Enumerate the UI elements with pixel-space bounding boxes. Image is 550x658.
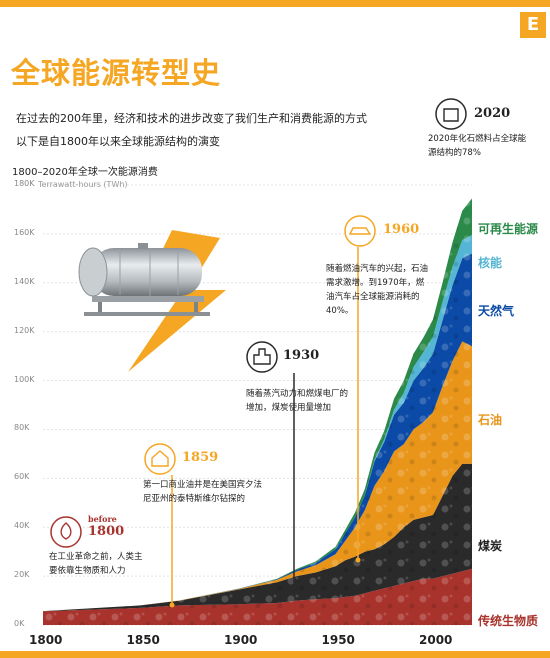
y-tick-label: 180K bbox=[14, 179, 35, 188]
oil-well-icon bbox=[151, 450, 169, 467]
annotation-1800-line: 要依靠生物质和人力 bbox=[49, 566, 126, 576]
tank-leg bbox=[194, 302, 198, 316]
leader-dot bbox=[355, 557, 361, 563]
series-label: 煤炭 bbox=[478, 539, 503, 553]
top-accent-bar bbox=[0, 0, 550, 7]
x-tick-label: 1800 bbox=[29, 633, 63, 647]
barrels-icon bbox=[443, 108, 459, 122]
chart-title: 1800–2020年全球一次能源消费 bbox=[12, 167, 158, 178]
series-label: 可再生能源 bbox=[478, 222, 539, 236]
intro-line-1: 在过去的200年里，经济和技术的进步改变了我们生产和消费能源的方式 bbox=[16, 112, 367, 125]
area-texture bbox=[43, 463, 472, 612]
annotation-icon-1 bbox=[144, 443, 176, 475]
y-tick-label: 80K bbox=[14, 423, 30, 433]
annotation-1930-line: 增加，煤炭使用量增加 bbox=[246, 403, 332, 413]
annotation-2020-year: 2020 bbox=[474, 106, 511, 121]
annotation-1800-year: 1800 bbox=[88, 524, 125, 539]
annotation-1930-text: 随着蒸汽动力和燃煤电厂的 增加，煤炭使用量增加 bbox=[246, 387, 348, 415]
annotation-icon-0 bbox=[50, 516, 82, 548]
intro-line-2: 以下是自1800年以来全球能源结构的演变 bbox=[16, 135, 220, 148]
x-tick-label: 1900 bbox=[224, 633, 258, 647]
series-label: 传统生物质 bbox=[478, 614, 539, 628]
annotation-1960-line: 40%。 bbox=[326, 306, 354, 316]
x-tick-label: 1950 bbox=[321, 633, 355, 647]
annotation-1800-prefix: before bbox=[88, 514, 117, 524]
tank-skid bbox=[84, 312, 210, 316]
tank-endcap bbox=[78, 247, 108, 297]
leader-dot bbox=[169, 602, 175, 608]
annotation-icon-2 bbox=[246, 341, 278, 373]
x-tick-label: 1850 bbox=[126, 633, 160, 647]
series-label: 石油 bbox=[478, 413, 503, 427]
annotation-1859-line: 第一口商业油井是在美国宾夕法 bbox=[143, 480, 263, 490]
x-tick-label: 2000 bbox=[419, 633, 453, 647]
annotation-1960-year: 1960 bbox=[383, 222, 420, 237]
area-series bbox=[43, 198, 472, 625]
series-label: 天然气 bbox=[478, 304, 515, 318]
annotation-leaders bbox=[169, 247, 361, 608]
series-label: 核能 bbox=[478, 256, 503, 270]
y-tick-label: 0K bbox=[14, 619, 25, 628]
annotation-icons bbox=[50, 98, 467, 548]
annotation-1960-text: 随着燃油汽车的兴起，石油 需求激增。到1970年，燃 油汽车占全球能源消耗的 4… bbox=[326, 262, 428, 318]
annotation-1960-line: 随着燃油汽车的兴起，石油 bbox=[326, 264, 429, 274]
y-tick-label: 160K bbox=[14, 227, 35, 237]
annotation-2020-line: 源结构的78% bbox=[428, 148, 481, 158]
annotation-1800-line: 在工业革命之前，人类主 bbox=[49, 552, 143, 562]
fire-icon bbox=[60, 522, 72, 540]
y-tick-label: 40K bbox=[14, 521, 30, 531]
y-axis-unit: Terrawatt-hours (TWh) bbox=[38, 180, 128, 189]
tank-valve bbox=[138, 243, 148, 249]
annotation-2020-text: 2020年化石燃料占全球能 源结构的78% bbox=[428, 132, 526, 160]
annotation-1800-text: 在工业革命之前，人类主 要依靠生物质和人力 bbox=[49, 550, 143, 578]
annotation-icon-4 bbox=[435, 98, 467, 130]
area-texture bbox=[43, 568, 472, 625]
annotation-1930-line: 随着蒸汽动力和燃煤电厂的 bbox=[246, 389, 349, 399]
y-tick-label: 100K bbox=[14, 374, 35, 384]
leader-dot bbox=[291, 587, 297, 593]
car-icon bbox=[348, 227, 372, 235]
brand-logo: E bbox=[520, 12, 546, 38]
tank-body bbox=[92, 248, 202, 296]
y-tick-label: 120K bbox=[14, 325, 35, 335]
annotation-1930-year: 1930 bbox=[283, 348, 320, 363]
annotation-1859-line: 尼亚州的泰特斯维尔钻探的 bbox=[143, 494, 246, 504]
tank-illustration bbox=[78, 230, 226, 372]
tank-leg bbox=[98, 302, 102, 316]
y-tick-label: 140K bbox=[14, 276, 35, 286]
annotation-1859-text: 第一口商业油井是在美国宾夕法 尼亚州的泰特斯维尔钻探的 bbox=[143, 478, 262, 506]
annotation-1859-year: 1859 bbox=[182, 450, 219, 465]
annotation-2020-line: 2020年化石燃料占全球能 bbox=[428, 134, 527, 144]
annotation-icon-3 bbox=[344, 215, 376, 247]
annotation-1960-line: 油汽车占全球能源消耗的 bbox=[326, 292, 420, 302]
page-title: 全球能源转型史 bbox=[11, 56, 222, 90]
area-texture bbox=[43, 341, 472, 612]
y-tick-label: 20K bbox=[14, 570, 30, 580]
bottom-accent-bar bbox=[0, 651, 550, 658]
tank-frame bbox=[92, 296, 204, 302]
annotation-1960-line: 需求激增。到1970年，燃 bbox=[326, 278, 425, 288]
y-tick-label: 60K bbox=[14, 472, 30, 482]
factory-icon bbox=[253, 348, 271, 365]
